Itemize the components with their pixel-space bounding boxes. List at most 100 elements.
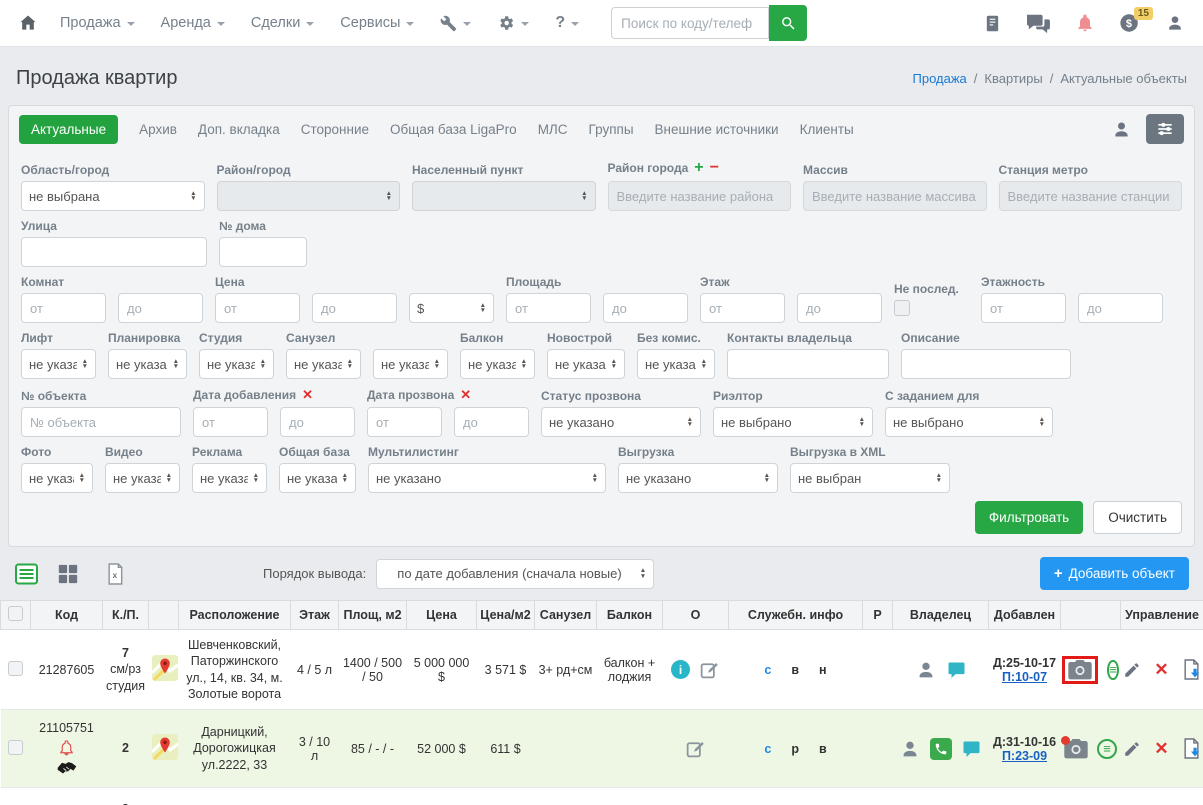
filters-toggle-button[interactable]	[1146, 114, 1184, 144]
task-for-select[interactable]: не выбрано	[885, 407, 1053, 437]
delete-icon[interactable]: ✕	[1154, 661, 1168, 678]
breadcrumb-prodazha[interactable]: Продажа	[913, 71, 967, 86]
price-to-input[interactable]	[312, 293, 397, 323]
clear-button[interactable]: Очистить	[1093, 501, 1182, 534]
person-icon[interactable]	[1111, 119, 1132, 140]
date-call-link[interactable]: П:23-09	[1002, 749, 1047, 763]
not-last-checkbox[interactable]	[894, 300, 910, 316]
photos-camera-icon[interactable]	[1064, 739, 1088, 759]
menu-arenda[interactable]: Аренда	[161, 15, 225, 31]
comment-icon[interactable]	[961, 739, 982, 759]
export-document-icon[interactable]	[1182, 737, 1201, 760]
comment-icon[interactable]	[946, 660, 967, 680]
area-from-input[interactable]	[506, 293, 591, 323]
col-vladelets[interactable]: Владелец	[893, 601, 989, 630]
notifications-bell-icon[interactable]	[1075, 12, 1095, 34]
remove-district-icon[interactable]: −	[710, 159, 719, 177]
studio-select[interactable]: не указа	[199, 349, 274, 379]
floor-from-input[interactable]	[700, 293, 785, 323]
date-call-link[interactable]: П:10-07	[1002, 670, 1047, 684]
clear-date-added-icon[interactable]: ✕	[302, 387, 313, 403]
details-list-icon[interactable]: ≡	[1097, 739, 1117, 759]
lift-select[interactable]: не указа	[21, 349, 96, 379]
tab-gruppy[interactable]: Группы	[589, 122, 634, 137]
object-number-input[interactable]	[21, 407, 181, 437]
tab-arhiv[interactable]: Архив	[139, 122, 177, 137]
raion-city-select[interactable]	[217, 181, 401, 211]
edit-note-icon[interactable]	[685, 738, 706, 759]
col-balkon[interactable]: Балкон	[597, 601, 663, 630]
date-call-from-input[interactable]	[367, 407, 442, 437]
balance-coin-icon[interactable]: $ 15	[1119, 12, 1141, 34]
map-icon[interactable]	[152, 734, 178, 760]
col-tsena[interactable]: Цена	[407, 601, 477, 630]
common-base-select[interactable]: не указа	[279, 463, 356, 493]
floors-from-input[interactable]	[981, 293, 1066, 323]
edit-pencil-icon[interactable]	[1123, 661, 1141, 679]
photos-camera-icon[interactable]	[1068, 660, 1092, 680]
tab-mls[interactable]: МЛС	[538, 122, 568, 137]
vygruzka-select[interactable]: не указано	[618, 463, 778, 493]
col-kp[interactable]: К./П.	[103, 601, 149, 630]
city-district-input[interactable]	[608, 181, 792, 211]
select-all-checkbox[interactable]	[8, 606, 23, 621]
date-added-from-input[interactable]	[193, 407, 268, 437]
export-document-icon[interactable]	[1182, 658, 1201, 681]
house-number-input[interactable]	[219, 237, 307, 267]
call-status-select[interactable]: не указано	[541, 407, 701, 437]
search-button[interactable]	[769, 5, 807, 41]
details-list-icon[interactable]: ≡	[1107, 660, 1119, 680]
currency-select[interactable]: $	[409, 293, 494, 323]
date-added-to-input[interactable]	[280, 407, 355, 437]
col-sluzhebn-info[interactable]: Служебн. инфо	[729, 601, 863, 630]
menu-help[interactable]: ?	[555, 14, 579, 32]
excel-export-icon[interactable]: x	[105, 562, 125, 586]
owner-icon[interactable]	[915, 659, 937, 681]
add-object-button[interactable]: +Добавить объект	[1040, 557, 1189, 590]
col-tsena-m2[interactable]: Цена/м2	[477, 601, 535, 630]
menu-tools[interactable]	[440, 15, 471, 32]
multilisting-select[interactable]: не указано	[368, 463, 606, 493]
floor-to-input[interactable]	[797, 293, 882, 323]
oblast-select[interactable]: не выбрана	[21, 181, 205, 211]
callback-bell-icon[interactable]	[34, 739, 100, 757]
tab-storonnie[interactable]: Сторонние	[301, 122, 369, 137]
user-icon[interactable]	[1165, 13, 1185, 33]
col-kod[interactable]: Код	[31, 601, 103, 630]
owner-icon[interactable]	[899, 738, 921, 760]
rooms-to-input[interactable]	[118, 293, 203, 323]
tab-vneshnie[interactable]: Внешние источники	[655, 122, 779, 137]
info-icon[interactable]: i	[671, 660, 690, 679]
photo-select[interactable]: не указа	[21, 463, 93, 493]
sanuzel-select[interactable]: не указа	[286, 349, 361, 379]
col-o[interactable]: О	[663, 601, 729, 630]
video-select[interactable]: не указа	[105, 463, 180, 493]
row-checkbox[interactable]	[8, 740, 23, 755]
table-view-icon[interactable]	[14, 563, 39, 585]
col-r[interactable]: Р	[863, 601, 893, 630]
grid-view-icon[interactable]	[57, 563, 79, 585]
edit-note-icon[interactable]	[699, 659, 720, 680]
col-upravlenie[interactable]: Управление	[1121, 601, 1203, 630]
reklama-select[interactable]: не указа	[192, 463, 267, 493]
vygruzka-xml-select[interactable]: не выбран	[790, 463, 950, 493]
edit-pencil-icon[interactable]	[1123, 740, 1141, 758]
rooms-from-input[interactable]	[21, 293, 106, 323]
extra-select[interactable]: не указа	[373, 349, 448, 379]
settlement-select[interactable]	[412, 181, 596, 211]
owner-contacts-input[interactable]	[727, 349, 889, 379]
journal-icon[interactable]	[984, 13, 1001, 34]
delete-icon[interactable]: ✕	[1154, 740, 1168, 757]
sort-order-select[interactable]: по дате добавления (сначала новые)	[376, 559, 654, 589]
search-input[interactable]	[611, 7, 769, 39]
col-etazh[interactable]: Этаж	[291, 601, 339, 630]
price-from-input[interactable]	[215, 293, 300, 323]
tab-obshchaya-baza[interactable]: Общая база LigaPro	[390, 122, 517, 137]
clear-date-call-icon[interactable]: ✕	[460, 387, 471, 403]
planirovka-select[interactable]: не указа	[108, 349, 187, 379]
menu-servisy[interactable]: Сервисы	[340, 15, 414, 31]
balkon-select[interactable]: не указа	[460, 349, 535, 379]
row-checkbox[interactable]	[8, 661, 23, 676]
menu-sdelki[interactable]: Сделки	[251, 15, 314, 31]
street-input[interactable]	[21, 237, 207, 267]
